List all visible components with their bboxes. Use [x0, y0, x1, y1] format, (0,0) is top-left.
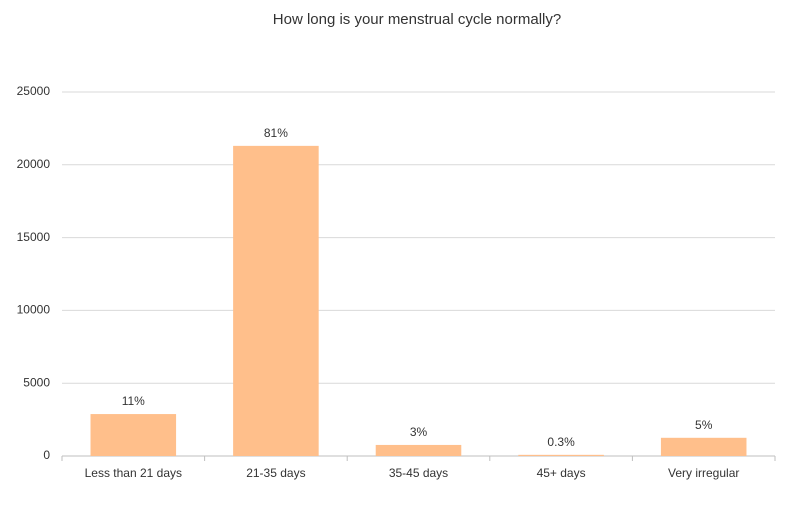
y-tick-label: 5000: [23, 375, 50, 389]
data-label: 5%: [695, 418, 713, 432]
data-label: 81%: [264, 126, 288, 140]
data-label: 11%: [122, 394, 145, 408]
x-tick-label: 35-45 days: [389, 466, 448, 480]
bar: [90, 414, 177, 456]
x-tick-label: Less than 21 days: [85, 466, 182, 480]
x-tick-label: 21-35 days: [246, 466, 305, 480]
x-tick-label: 45+ days: [537, 466, 586, 480]
data-label: 0.3%: [547, 435, 575, 449]
bar: [375, 444, 462, 456]
y-tick-label: 0: [43, 448, 50, 462]
chart-title: How long is your menstrual cycle normall…: [273, 11, 561, 28]
data-label: 3%: [410, 425, 428, 439]
y-tick-label: 15000: [17, 230, 51, 244]
y-tick-label: 25000: [17, 84, 51, 98]
y-tick-label: 20000: [17, 157, 51, 171]
bar: [518, 454, 604, 456]
y-tick-label: 10000: [17, 303, 51, 317]
x-tick-label: Very irregular: [668, 466, 739, 480]
bar: [660, 437, 747, 456]
bar: [233, 145, 319, 456]
